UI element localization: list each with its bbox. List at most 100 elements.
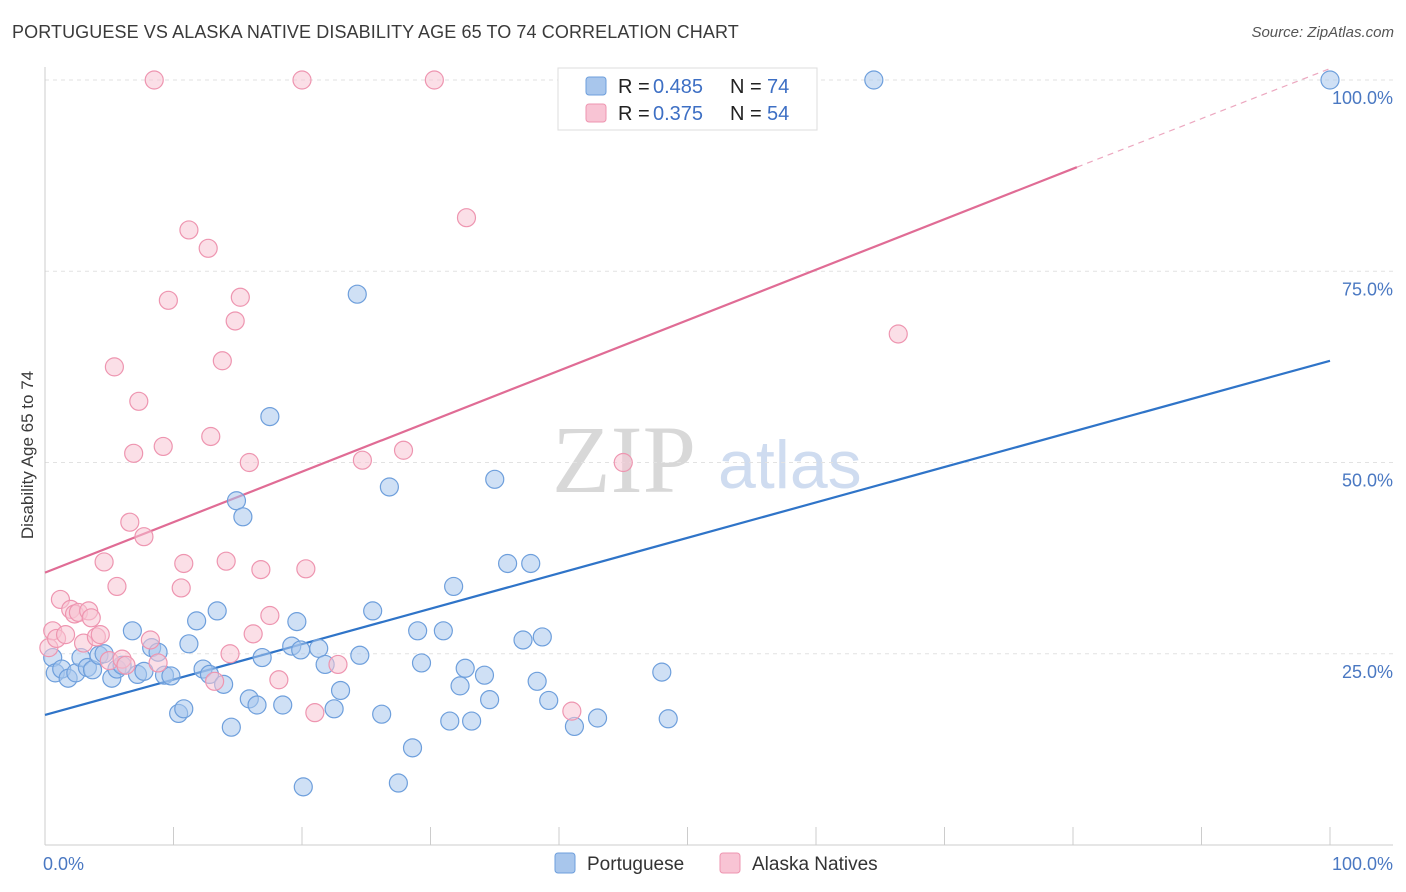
alaska-natives-point-23	[140, 630, 160, 650]
trend-lines	[44, 67, 1331, 717]
alaska-natives-point-53	[613, 452, 633, 473]
alaska-natives-point-47	[328, 654, 348, 675]
alaska-natives-point-19	[120, 512, 140, 532]
alaska-natives-point-10	[81, 608, 101, 628]
x-tick-label-0: 0.0%	[43, 854, 84, 874]
legend-n-label-alaska-natives: N =	[730, 103, 762, 125]
alaska-natives-point-29	[174, 553, 194, 574]
portuguese-point-71	[658, 709, 678, 729]
alaska-natives-point-51	[456, 208, 477, 228]
portuguese-point-32	[247, 695, 267, 715]
legend-r-label-portuguese: R =	[618, 76, 650, 98]
alaska-natives-point-35	[216, 551, 236, 571]
portuguese-point-15	[134, 661, 154, 681]
legend-r-label-alaska-natives: R =	[618, 103, 650, 125]
alaska-natives-point-41	[251, 559, 271, 580]
source-label: Source: ZipAtlas.com	[1251, 24, 1394, 41]
portuguese-point-61	[485, 469, 505, 489]
legend-n-value-portuguese: 74	[767, 76, 789, 98]
portuguese-point-52	[411, 653, 432, 673]
legend-r-value-portuguese: 0.485	[653, 76, 703, 98]
portuguese-point-54	[440, 711, 460, 731]
alaska-natives-point-4	[55, 625, 76, 645]
alaska-natives-point-49	[393, 440, 414, 460]
portuguese-point-69	[587, 708, 608, 728]
alaska-natives-point-22	[134, 527, 154, 547]
portuguese-point-50	[402, 738, 423, 758]
portuguese-point-51	[408, 621, 428, 641]
y-tick-label-2: 75.0%	[1342, 279, 1393, 299]
legend-n-value-alaska-natives: 54	[767, 103, 789, 125]
alaska-natives-point-44	[292, 70, 312, 90]
portuguese-point-33	[252, 647, 272, 668]
alaska-natives-point-42	[260, 605, 280, 626]
alaska-natives-point-18	[116, 655, 136, 675]
portuguese-point-29	[226, 491, 247, 511]
legend-n-label-portuguese: N =	[730, 76, 762, 98]
portuguese-point-37	[287, 612, 307, 632]
alaska-natives-point-46	[305, 703, 325, 723]
alaska-natives-point-40	[243, 624, 263, 644]
alaska-natives-point-37	[225, 311, 245, 331]
alaska-natives-point-20	[124, 443, 144, 463]
alaska-natives-point-45	[296, 559, 316, 579]
portuguese-point-59	[474, 665, 495, 685]
portuguese-point-62	[498, 553, 518, 574]
portuguese-point-38	[291, 640, 311, 660]
portuguese-point-35	[273, 695, 293, 715]
portuguese-point-63	[513, 630, 533, 650]
legend-r-value-alaska-natives: 0.375	[653, 103, 703, 125]
portuguese-point-56	[450, 676, 470, 696]
portuguese-point-48	[379, 477, 399, 497]
trend-line-alaska-natives	[44, 166, 1078, 574]
alaska-natives-point-33	[205, 671, 225, 691]
alaska-natives-point-50	[424, 70, 444, 90]
watermark-atlas: atlas	[718, 427, 862, 503]
y-axis-label: Disability Age 65 to 74	[18, 371, 37, 539]
portuguese-point-70	[652, 662, 672, 682]
y-tick-labels: 25.0% 50.0% 75.0% 100.0%	[1332, 88, 1393, 682]
portuguese-point-65	[527, 671, 547, 691]
alaska-natives-point-38	[230, 287, 250, 307]
alaska-natives-point-25	[148, 653, 168, 673]
portuguese-point-34	[260, 407, 280, 427]
alaska-natives-point-30	[179, 220, 199, 240]
y-tick-label-3: 100.0%	[1332, 88, 1393, 108]
series-legend-label-alaska-natives: Alaska Natives	[752, 854, 878, 875]
portuguese-point-19	[161, 666, 181, 686]
alaska-natives-point-39	[239, 452, 259, 473]
portuguese-point-67	[539, 690, 559, 711]
series-legend-swatch-portuguese	[554, 852, 576, 874]
portuguese-point-58	[462, 711, 482, 731]
y-tick-label-1: 50.0%	[1342, 471, 1393, 491]
portuguese-point-46	[363, 601, 383, 621]
portuguese-point-72	[864, 70, 884, 90]
portuguese-point-57	[455, 658, 475, 678]
portuguese-point-22	[179, 634, 199, 654]
x-tick-labels: 0.0% 100.0%	[43, 854, 1393, 874]
portuguese-point-43	[330, 680, 351, 701]
alaska-natives-point-26	[153, 436, 173, 457]
series-legend-swatch-alaska-natives	[719, 852, 741, 874]
chart-title: PORTUGUESE VS ALASKA NATIVE DISABILITY A…	[12, 22, 739, 42]
legend-box: R = 0.485 N = 74 R = 0.375 N = 54	[557, 67, 818, 131]
alaska-natives-point-13	[94, 552, 114, 572]
portuguese-point-39	[293, 777, 313, 797]
alaska-natives-point-24	[144, 70, 164, 90]
portuguese-point-26	[207, 601, 227, 621]
series-portuguese	[43, 70, 1340, 797]
alaska-natives-point-36	[220, 644, 240, 664]
portuguese-point-55	[444, 576, 464, 597]
portuguese-point-53	[433, 621, 453, 641]
y-tick-label-0: 25.0%	[1342, 662, 1393, 682]
alaska-natives-point-31	[198, 238, 218, 258]
alaska-natives-point-16	[107, 576, 127, 597]
alaska-natives-point-48	[352, 450, 372, 470]
alaska-natives-point-27	[158, 290, 178, 310]
portuguese-point-45	[350, 645, 370, 665]
alaska-natives-point-43	[269, 670, 289, 690]
series-legend: Portuguese Alaska Natives	[554, 852, 878, 875]
portuguese-point-40	[309, 638, 329, 658]
series-legend-label-portuguese: Portuguese	[587, 854, 684, 875]
